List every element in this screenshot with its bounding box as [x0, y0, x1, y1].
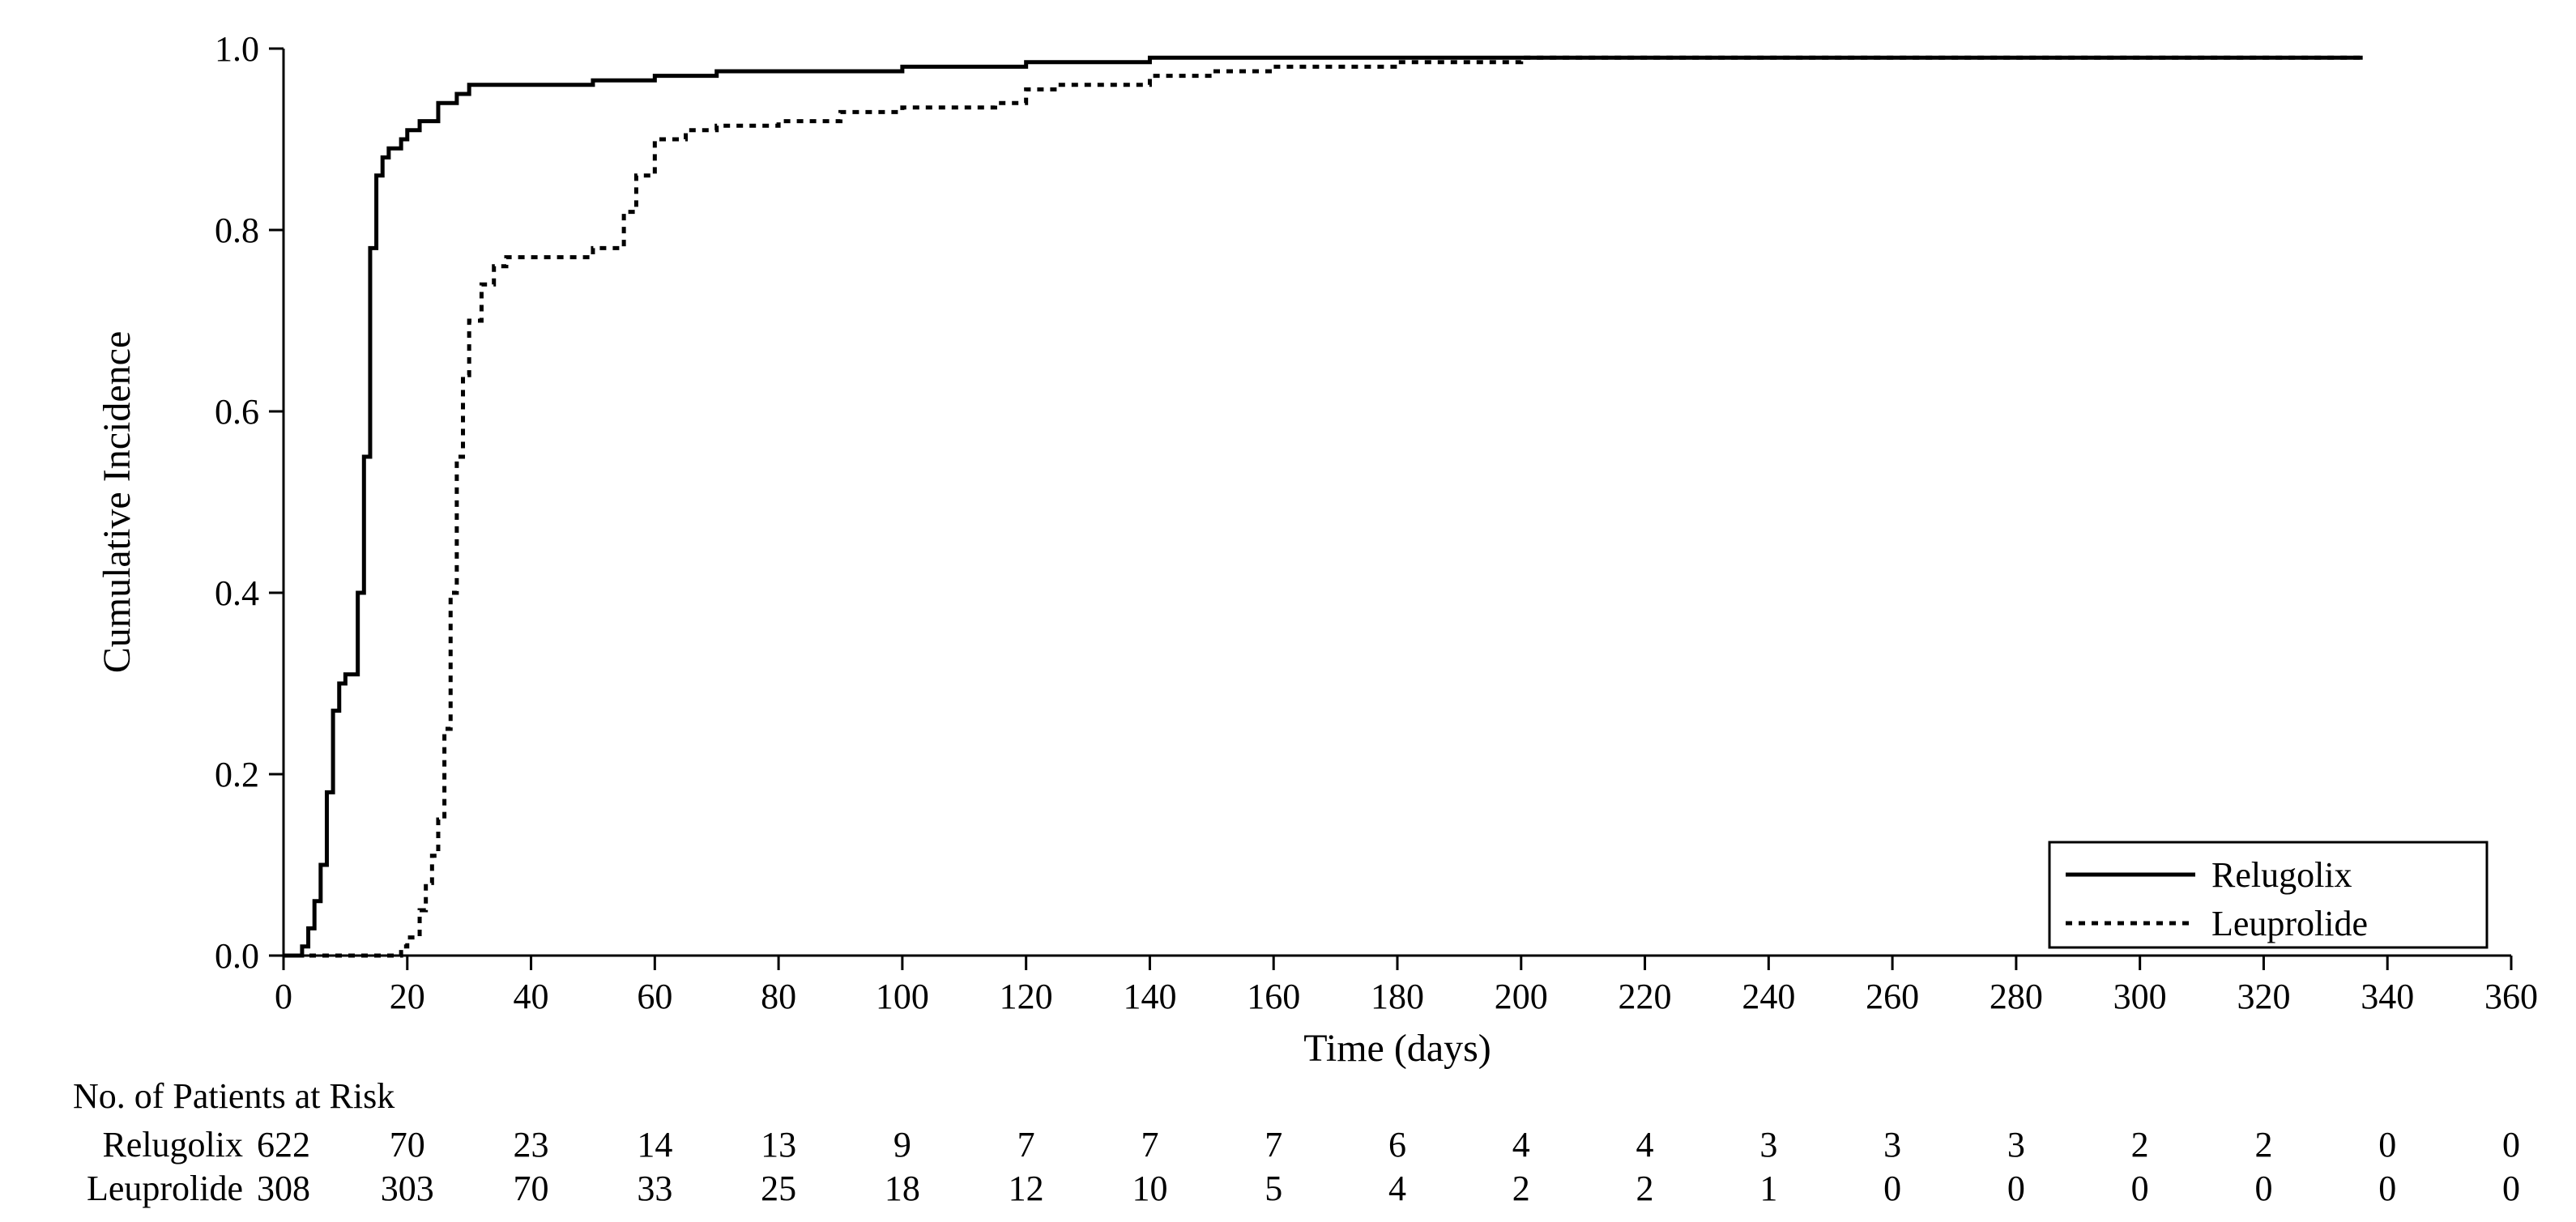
x-tick-label: 120 [1000, 977, 1053, 1016]
x-tick-label: 100 [876, 977, 929, 1016]
y-tick-label: 0.4 [215, 573, 259, 613]
risk-row-label-leuprolide: Leuprolide [87, 1169, 243, 1208]
risk-table-cell: 4 [1512, 1125, 1530, 1165]
x-tick-label: 140 [1123, 977, 1176, 1016]
risk-table-cell: 2 [2131, 1125, 2149, 1165]
km-chart-container: 0.00.20.40.60.81.00204060801001201401601… [0, 0, 2576, 1222]
risk-table-cell: 70 [514, 1169, 549, 1208]
x-tick-label: 220 [1619, 977, 1672, 1016]
risk-table-cell: 23 [514, 1125, 549, 1165]
risk-table-cell: 0 [2378, 1169, 2396, 1208]
risk-table-cell: 33 [637, 1169, 672, 1208]
x-tick-label: 160 [1247, 977, 1300, 1016]
risk-table-cell: 2 [1636, 1169, 1654, 1208]
risk-table-cell: 0 [2131, 1169, 2149, 1208]
x-tick-label: 40 [514, 977, 549, 1016]
x-tick-label: 20 [390, 977, 425, 1016]
risk-table-cell: 2 [1512, 1169, 1530, 1208]
x-tick-label: 260 [1866, 977, 1919, 1016]
risk-table-cell: 308 [257, 1169, 310, 1208]
risk-table-cell: 25 [761, 1169, 796, 1208]
x-tick-label: 60 [637, 977, 672, 1016]
x-tick-label: 240 [1742, 977, 1795, 1016]
risk-table-cell: 3 [1759, 1125, 1777, 1165]
risk-table-cell: 3 [2007, 1125, 2025, 1165]
risk-table-cell: 13 [761, 1125, 796, 1165]
risk-table-cell: 7 [1265, 1125, 1282, 1165]
x-tick-label: 80 [761, 977, 796, 1016]
risk-table-cell: 7 [1141, 1125, 1158, 1165]
risk-table-cell: 0 [2007, 1169, 2025, 1208]
risk-table-cell: 18 [885, 1169, 920, 1208]
x-tick-label: 300 [2113, 977, 2167, 1016]
risk-table-cell: 3 [1883, 1125, 1901, 1165]
y-tick-label: 0.2 [215, 755, 259, 794]
risk-table-title: No. of Patients at Risk [73, 1076, 395, 1116]
x-tick-label: 280 [1990, 977, 2043, 1016]
y-tick-label: 0.8 [215, 211, 259, 250]
risk-table-cell: 6 [1388, 1125, 1406, 1165]
risk-table-cell: 0 [2254, 1169, 2272, 1208]
x-tick-label: 0 [275, 977, 292, 1016]
risk-table-cell: 622 [257, 1125, 310, 1165]
risk-table-cell: 4 [1636, 1125, 1654, 1165]
x-tick-label: 200 [1495, 977, 1548, 1016]
risk-table-cell: 0 [2378, 1125, 2396, 1165]
risk-table-cell: 10 [1132, 1169, 1167, 1208]
x-axis-label: Time (days) [1303, 1027, 1491, 1070]
legend-label-relugolix: Relugolix [2211, 855, 2352, 895]
risk-table-cell: 2 [2254, 1125, 2272, 1165]
y-axis-label: Cumulative Incidence [96, 331, 139, 674]
risk-table-cell: 70 [390, 1125, 425, 1165]
risk-table-cell: 303 [381, 1169, 434, 1208]
risk-row-label-relugolix: Relugolix [102, 1125, 243, 1165]
km-chart-svg: 0.00.20.40.60.81.00204060801001201401601… [0, 0, 2576, 1222]
risk-table-cell: 0 [2502, 1169, 2520, 1208]
legend-label-leuprolide: Leuprolide [2211, 904, 2368, 943]
risk-table-cell: 14 [637, 1125, 672, 1165]
x-tick-label: 360 [2484, 977, 2538, 1016]
x-tick-label: 180 [1371, 977, 1424, 1016]
risk-table-cell: 5 [1265, 1169, 1282, 1208]
risk-table-cell: 4 [1388, 1169, 1406, 1208]
risk-table-cell: 0 [1883, 1169, 1901, 1208]
x-tick-label: 340 [2361, 977, 2414, 1016]
risk-table-cell: 7 [1017, 1125, 1035, 1165]
y-tick-label: 0.6 [215, 392, 259, 432]
y-tick-label: 1.0 [215, 29, 259, 69]
risk-table-cell: 1 [1759, 1169, 1777, 1208]
risk-table-cell: 0 [2502, 1125, 2520, 1165]
risk-table-cell: 12 [1009, 1169, 1044, 1208]
y-tick-label: 0.0 [215, 936, 259, 976]
x-tick-label: 320 [2237, 977, 2290, 1016]
risk-table-cell: 9 [893, 1125, 911, 1165]
